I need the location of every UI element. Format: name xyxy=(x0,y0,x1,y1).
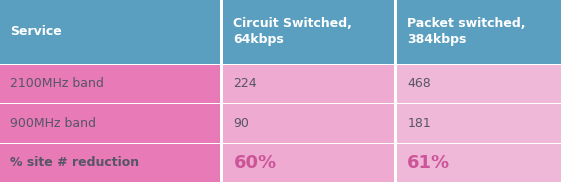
Text: Circuit Switched,
64kbps: Circuit Switched, 64kbps xyxy=(233,17,352,46)
FancyBboxPatch shape xyxy=(223,104,394,143)
FancyBboxPatch shape xyxy=(223,65,394,103)
FancyBboxPatch shape xyxy=(223,144,394,182)
Text: Packet switched,
384kbps: Packet switched, 384kbps xyxy=(407,17,526,46)
FancyBboxPatch shape xyxy=(397,65,561,103)
FancyBboxPatch shape xyxy=(223,0,394,64)
FancyBboxPatch shape xyxy=(397,0,561,64)
Text: 61%: 61% xyxy=(407,154,450,172)
FancyBboxPatch shape xyxy=(0,0,220,64)
Text: 2100MHz band: 2100MHz band xyxy=(10,78,104,90)
FancyBboxPatch shape xyxy=(0,65,220,103)
FancyBboxPatch shape xyxy=(0,104,220,143)
FancyBboxPatch shape xyxy=(0,144,220,182)
Text: 224: 224 xyxy=(233,78,257,90)
FancyBboxPatch shape xyxy=(397,144,561,182)
Text: 90: 90 xyxy=(233,117,249,130)
Text: 60%: 60% xyxy=(233,154,277,172)
Text: % site # reduction: % site # reduction xyxy=(10,156,139,169)
FancyBboxPatch shape xyxy=(397,104,561,143)
Text: Service: Service xyxy=(10,25,62,38)
Text: 468: 468 xyxy=(407,78,431,90)
Text: 900MHz band: 900MHz band xyxy=(10,117,96,130)
Text: 181: 181 xyxy=(407,117,431,130)
